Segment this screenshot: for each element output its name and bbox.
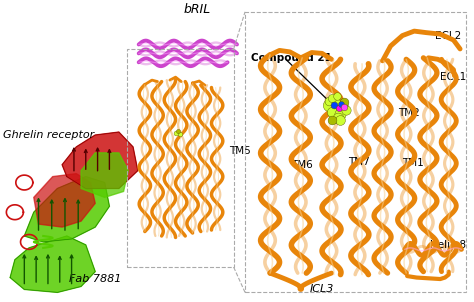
Text: ICL3: ICL3: [310, 284, 334, 294]
Point: [331, 100, 339, 105]
Point: [335, 105, 343, 110]
Polygon shape: [62, 132, 138, 188]
Point: [172, 130, 179, 135]
Text: TM5: TM5: [229, 146, 251, 156]
Point: [334, 115, 342, 120]
Polygon shape: [24, 177, 109, 242]
Text: TM7: TM7: [348, 157, 370, 167]
Point: [325, 98, 333, 103]
Text: Ghrelin receptor: Ghrelin receptor: [3, 130, 94, 140]
Text: Compound 21: Compound 21: [251, 53, 332, 63]
Point: [325, 103, 333, 108]
Text: TM6: TM6: [292, 160, 313, 170]
Point: [340, 100, 347, 105]
Polygon shape: [34, 174, 95, 227]
Point: [333, 93, 341, 98]
Text: ECL2: ECL2: [435, 31, 462, 40]
Point: [328, 118, 335, 123]
Polygon shape: [10, 236, 95, 292]
Point: [336, 118, 344, 123]
Point: [337, 101, 345, 106]
Point: [342, 108, 349, 112]
Bar: [128, 49, 234, 267]
Text: TM1: TM1: [402, 158, 424, 168]
Text: Helix 8: Helix 8: [430, 240, 466, 250]
Point: [174, 128, 182, 133]
Point: [338, 104, 346, 108]
Point: [340, 104, 347, 109]
Point: [336, 111, 344, 116]
Point: [328, 109, 335, 114]
Point: [176, 132, 184, 137]
Text: ECL1: ECL1: [440, 72, 466, 82]
Bar: [245, 12, 466, 292]
Point: [328, 95, 336, 100]
Point: [332, 107, 340, 111]
Text: bRIL: bRIL: [183, 3, 210, 16]
Polygon shape: [81, 153, 128, 198]
Text: Fab 7881: Fab 7881: [69, 274, 121, 284]
Text: TM2: TM2: [398, 108, 419, 118]
Point: [330, 103, 337, 108]
